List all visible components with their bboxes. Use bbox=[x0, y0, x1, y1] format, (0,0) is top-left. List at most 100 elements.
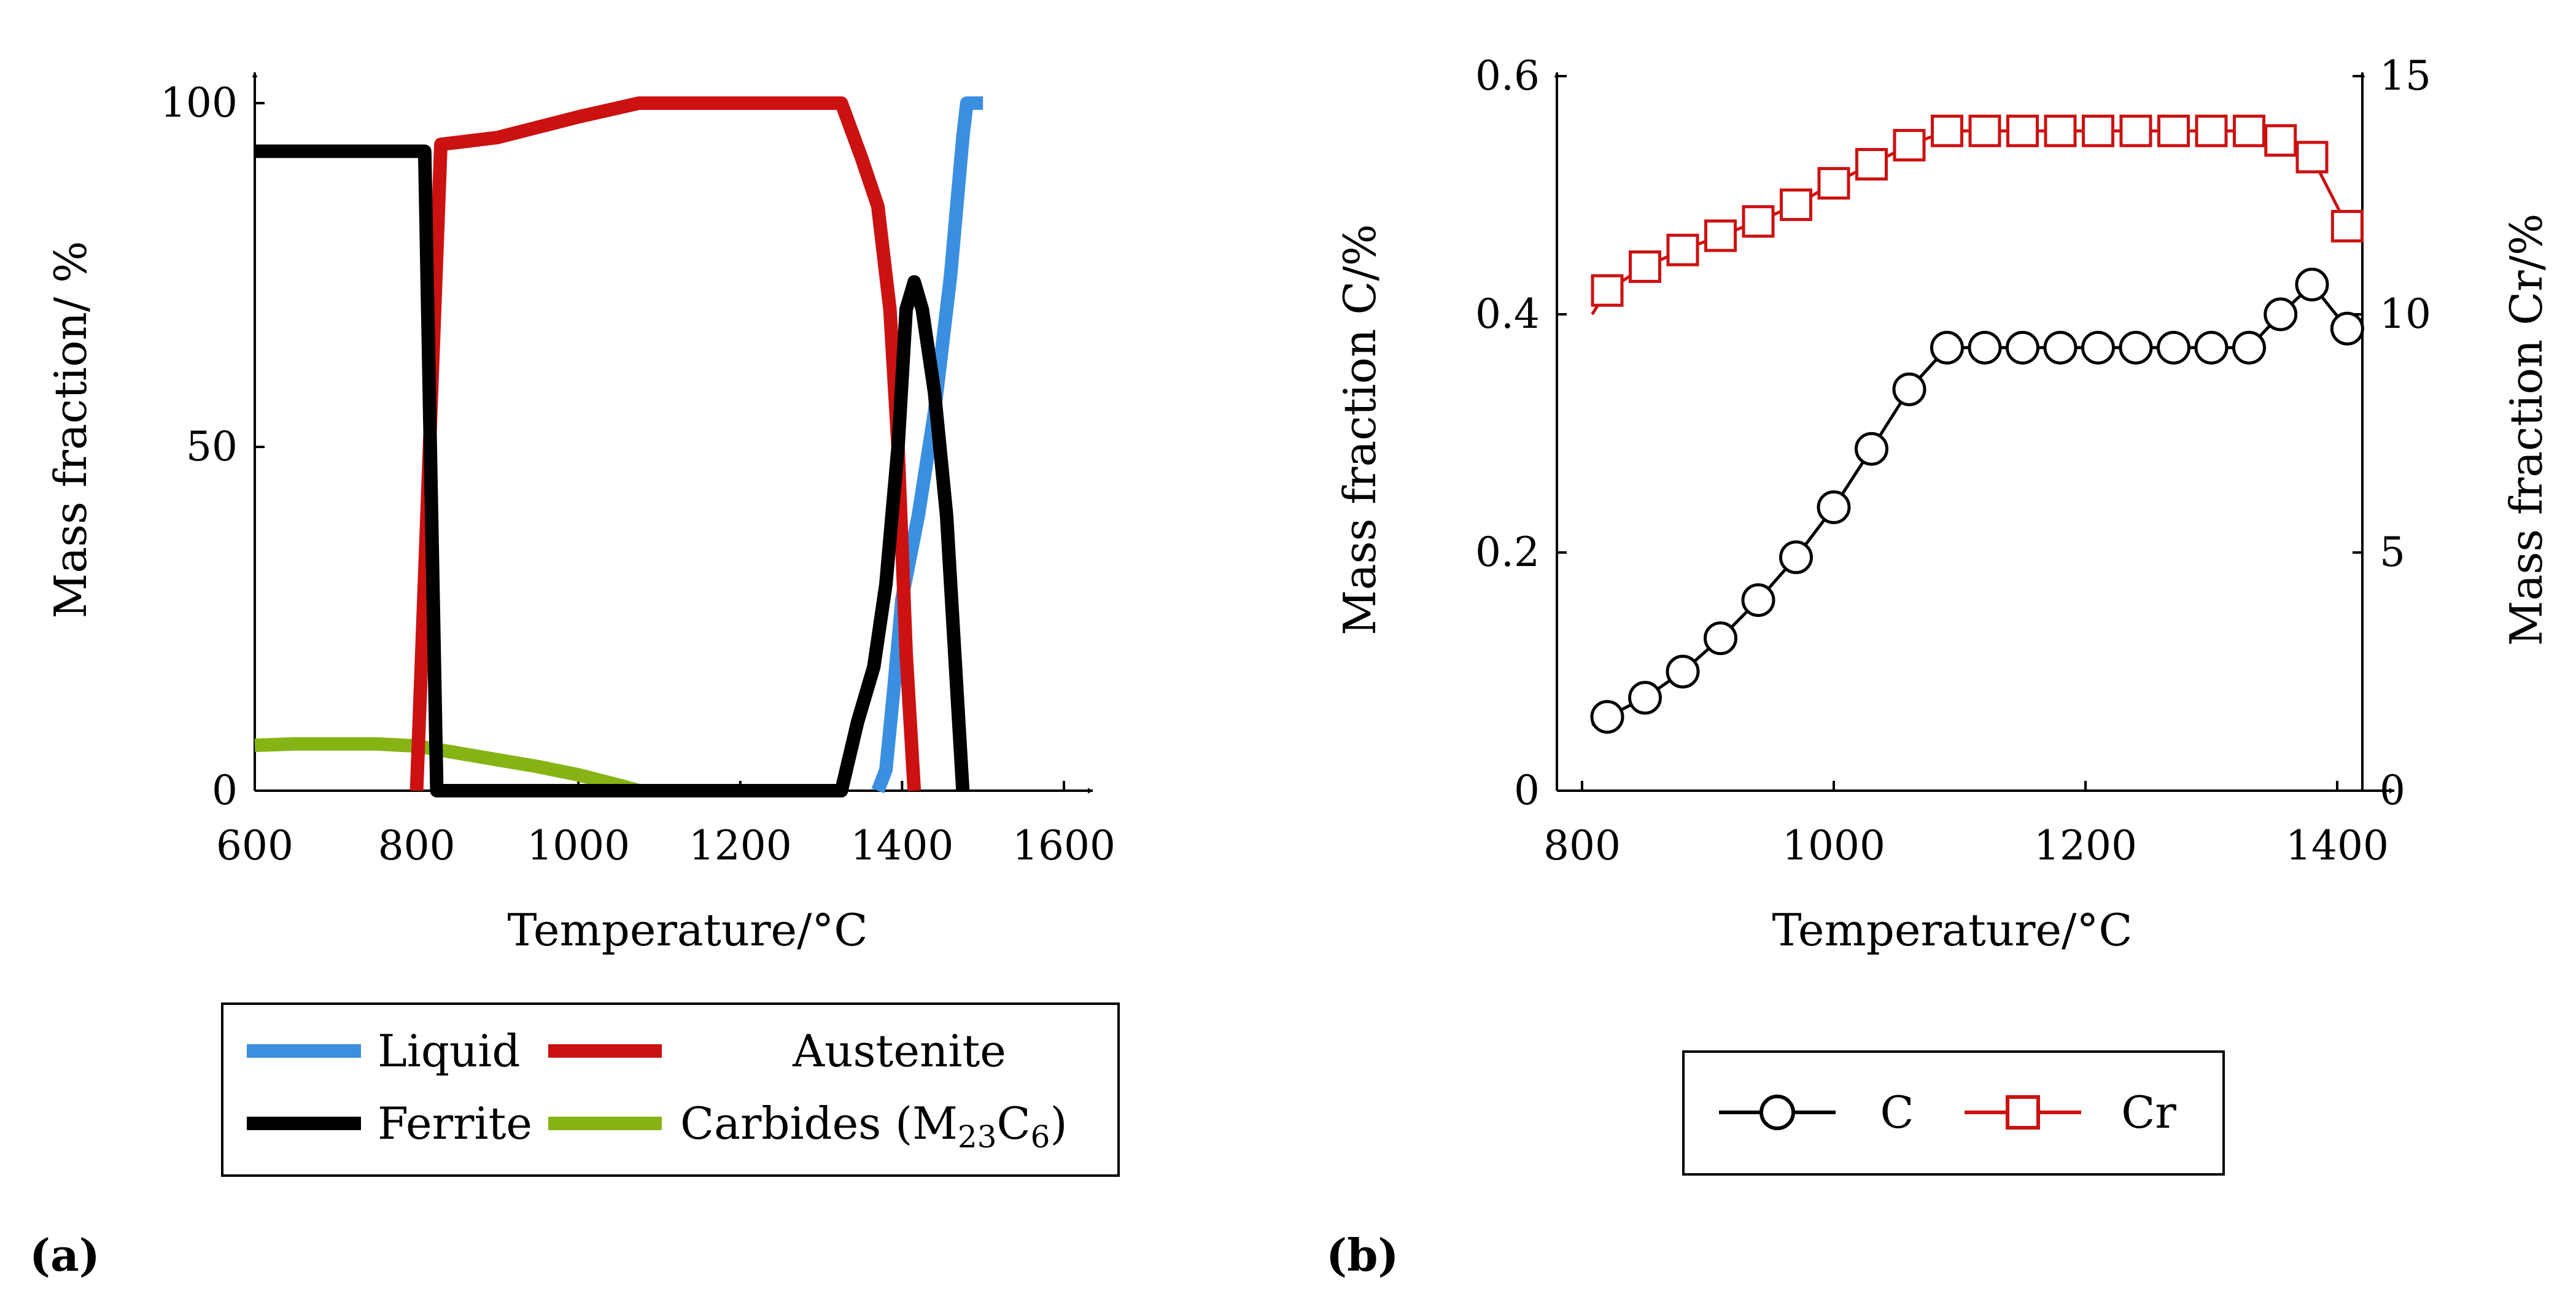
series-cr-point bbox=[1704, 219, 1737, 252]
chart-a-x-tick-label: 1600 bbox=[1012, 822, 1115, 869]
chart-b-left-y-tick-label: 0.6 bbox=[1475, 52, 1540, 99]
chart-b-right-y-tick-label: 10 bbox=[2380, 290, 2431, 338]
legend-c-label: C bbox=[1880, 1087, 1914, 1138]
series-cr-point bbox=[2119, 114, 2152, 147]
chart-a-y-tick-label: 0 bbox=[212, 767, 238, 814]
chart-b-left-y-axis-label: Mass fraction C/% bbox=[1334, 224, 1386, 635]
series-cr-point bbox=[1780, 188, 1812, 222]
series-cr-point bbox=[1591, 274, 1624, 307]
series-c-point bbox=[2119, 330, 2153, 365]
series-ferrite-line bbox=[255, 144, 970, 797]
series-cr-point bbox=[2264, 124, 2297, 157]
legend-cr-label: Cr bbox=[2121, 1087, 2176, 1138]
chart-a-y-tick-label: 50 bbox=[186, 423, 238, 470]
chart-a-axes bbox=[252, 72, 1093, 794]
series-cr-point bbox=[1855, 148, 1888, 181]
series-cr-point bbox=[1666, 233, 1699, 266]
series-cr-point bbox=[2295, 141, 2329, 174]
chart-b-left-y-tick-label: 0 bbox=[1514, 767, 1540, 814]
series-c-point bbox=[1817, 490, 1851, 524]
chart-a-x-tick-label: 1200 bbox=[689, 822, 792, 869]
series-c-point bbox=[1779, 540, 1813, 575]
series-c-point bbox=[2330, 311, 2364, 346]
chart-a-x-tick-label: 800 bbox=[378, 822, 456, 869]
series-c-point bbox=[1930, 330, 1964, 365]
legend-carbides-sub-1: 23 bbox=[958, 1119, 997, 1155]
series-cr-point bbox=[1742, 205, 1775, 238]
series-cr-point bbox=[2082, 114, 2114, 147]
series-c-point bbox=[1590, 700, 1624, 734]
series-liquid-line bbox=[871, 96, 983, 793]
legend-carbides-text-3: ) bbox=[1050, 1098, 1067, 1149]
series-cr-line bbox=[1591, 129, 2349, 316]
series-c-point bbox=[1704, 621, 1737, 656]
series-cr-point bbox=[1629, 250, 1661, 283]
legend-carbides-text-2: C bbox=[997, 1098, 1031, 1149]
series-c-point bbox=[1855, 432, 1888, 466]
chart-b-left-y-tick-label: 0.2 bbox=[1475, 529, 1540, 576]
series-c-point bbox=[2157, 330, 2190, 365]
chart-b-x-tick-label: 1200 bbox=[2034, 822, 2137, 869]
chart-b-left-y-tick-label: 0.4 bbox=[1475, 290, 1540, 338]
chart-a: 600 800 1000 1200 1400 1600 0 50 100 Temperature… bbox=[29, 72, 1120, 1281]
series-c-point bbox=[1666, 654, 1700, 689]
chart-a-y-tick-label: 100 bbox=[160, 79, 238, 126]
series-c-point bbox=[1968, 330, 2002, 365]
legend-carbides-text-1: Carbides (M bbox=[680, 1098, 958, 1149]
series-cr-point bbox=[2195, 114, 2228, 147]
series-cr-point bbox=[1817, 167, 1850, 200]
legend-liquid-label: Liquid bbox=[378, 1025, 520, 1077]
legend-ferrite-label: Ferrite bbox=[378, 1098, 532, 1149]
series-cr-point bbox=[2233, 114, 2265, 147]
chart-b-right-y-tick-label: 0 bbox=[2380, 767, 2405, 814]
legend-carbides-label: Carbides (M23C6) bbox=[680, 1098, 1068, 1155]
chart-b: 800 1000 1200 1400 0 0.2 0.4 0.6 0 5 10 15 Temperat… bbox=[1326, 52, 2552, 1281]
series-c-point bbox=[1628, 681, 1662, 715]
series-cr-point bbox=[1968, 114, 2001, 147]
chart-b-right-y-tick-label: 5 bbox=[2380, 529, 2405, 576]
chart-a-legend: Liquid Austenite Ferrite Carbides (M23C6… bbox=[221, 1002, 1120, 1177]
chart-a-x-tick-label: 1400 bbox=[850, 822, 953, 869]
chart-b-series bbox=[1590, 114, 2364, 734]
chart-b-ticks: 800 1000 1200 1400 0 0.2 0.4 0.6 0 5 10 15 bbox=[1475, 52, 2431, 869]
chart-b-x-tick-label: 800 bbox=[1543, 822, 1621, 869]
series-c-point bbox=[1741, 583, 1775, 618]
legend-austenite-label: Austenite bbox=[792, 1025, 1006, 1077]
chart-b-x-axis-label: Temperature/°C bbox=[1772, 904, 2132, 956]
chart-b-right-y-axis-label: Mass fraction Cr/% bbox=[2500, 214, 2552, 646]
chart-b-x-tick-label: 1000 bbox=[1782, 822, 1885, 869]
panel-label-b: (b) bbox=[1326, 1229, 1399, 1281]
legend-c-marker bbox=[1759, 1095, 1795, 1130]
series-c-point bbox=[2194, 330, 2229, 365]
series-c-point bbox=[2264, 297, 2298, 332]
series-c-point bbox=[2043, 330, 2077, 365]
chart-b-axes bbox=[1554, 72, 2395, 794]
series-cr-point bbox=[1931, 114, 1963, 147]
series-c-point bbox=[2081, 330, 2115, 365]
series-cr-point bbox=[2330, 209, 2364, 242]
chart-a-legend-box bbox=[221, 1002, 1120, 1177]
series-carbides-line bbox=[254, 737, 641, 797]
chart-a-ticks: 600 800 1000 1200 1400 1600 0 50 100 bbox=[160, 79, 1115, 869]
series-cr-point bbox=[2006, 114, 2039, 147]
series-c-point bbox=[2006, 330, 2039, 365]
chart-b-right-y-tick-label: 15 bbox=[2380, 52, 2431, 99]
series-c-point bbox=[2232, 330, 2266, 365]
chart-a-x-axis-label: Temperature/°C bbox=[507, 904, 867, 956]
chart-b-x-tick-label: 1400 bbox=[2286, 822, 2389, 869]
legend-cr-marker bbox=[2006, 1095, 2040, 1130]
series-c-point bbox=[2295, 268, 2329, 301]
chart-b-legend: C Cr bbox=[1682, 1050, 2225, 1176]
series-c-point bbox=[1892, 372, 1926, 406]
series-cr-point bbox=[2044, 114, 2077, 147]
panel-label-a: (a) bbox=[29, 1229, 100, 1281]
series-c-line bbox=[1591, 282, 2349, 727]
chart-a-x-tick-label: 600 bbox=[216, 822, 293, 869]
series-cr-point bbox=[2157, 114, 2190, 147]
chart-a-series bbox=[254, 96, 983, 797]
series-cr-point bbox=[1893, 129, 1926, 162]
chart-a-x-tick-label: 1000 bbox=[527, 822, 630, 869]
series-austenite-line bbox=[409, 96, 921, 791]
